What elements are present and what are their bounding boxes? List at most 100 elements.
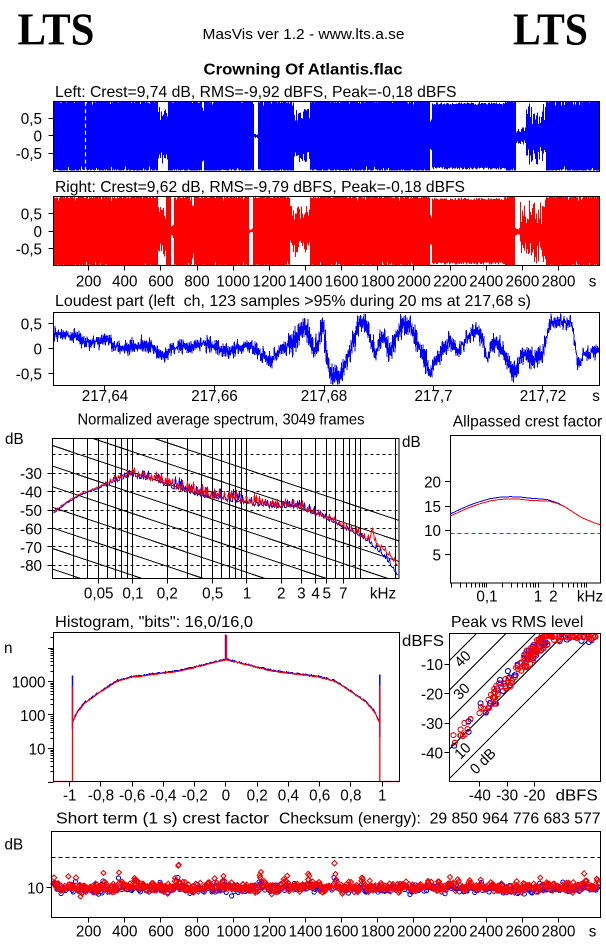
svg-text:2800: 2800 xyxy=(542,924,576,941)
svg-text:800: 800 xyxy=(184,924,209,941)
svg-text:1000: 1000 xyxy=(12,674,46,691)
svg-text:2: 2 xyxy=(549,589,558,606)
svg-text:100: 100 xyxy=(20,708,45,725)
svg-text:-0,4: -0,4 xyxy=(150,788,176,805)
svg-text:1: 1 xyxy=(534,589,543,606)
svg-text:217,64: 217,64 xyxy=(82,388,129,405)
svg-text:-40: -40 xyxy=(421,746,443,763)
svg-text:-1: -1 xyxy=(63,788,77,805)
svg-text:200: 200 xyxy=(76,273,101,290)
svg-text:0,6: 0,6 xyxy=(309,788,330,805)
svg-text:0,2: 0,2 xyxy=(247,788,268,805)
svg-text:-70: -70 xyxy=(20,540,42,557)
svg-text:2000: 2000 xyxy=(397,924,431,941)
svg-text:Left: Crest=9,74 dB, RMS=-9,92: Left: Crest=9,74 dB, RMS=-9,92 dBFS, Pea… xyxy=(55,84,457,101)
svg-text:-20: -20 xyxy=(421,687,443,704)
svg-text:1000: 1000 xyxy=(216,924,250,941)
svg-text:400: 400 xyxy=(112,273,137,290)
svg-text:217,7: 217,7 xyxy=(414,388,452,405)
svg-text:0,5: 0,5 xyxy=(202,586,223,603)
svg-text:200: 200 xyxy=(76,924,101,941)
svg-text:s: s xyxy=(589,273,597,290)
svg-text:-40: -40 xyxy=(20,485,42,502)
svg-text:2200: 2200 xyxy=(433,273,467,290)
svg-text:n: n xyxy=(4,640,13,657)
svg-text:s: s xyxy=(589,924,597,941)
svg-text:Normalized average spectrum, 3: Normalized average spectrum, 3049 frames xyxy=(78,412,365,429)
svg-text:7: 7 xyxy=(339,586,348,603)
svg-text:0,5: 0,5 xyxy=(21,207,42,224)
svg-text:400: 400 xyxy=(112,924,137,941)
svg-text:-0,5: -0,5 xyxy=(16,241,42,258)
svg-text:600: 600 xyxy=(148,273,173,290)
svg-text:kHz: kHz xyxy=(577,589,603,606)
svg-text:10: 10 xyxy=(27,880,44,897)
svg-text:2800: 2800 xyxy=(542,273,576,290)
svg-text:2600: 2600 xyxy=(506,924,540,941)
svg-text:2000: 2000 xyxy=(397,273,431,290)
svg-text:0,05: 0,05 xyxy=(84,586,114,603)
svg-text:0,8: 0,8 xyxy=(340,788,361,805)
svg-text:-30: -30 xyxy=(496,788,518,805)
svg-text:1200: 1200 xyxy=(253,924,287,941)
svg-text:1200: 1200 xyxy=(253,273,287,290)
svg-text:0: 0 xyxy=(34,224,43,241)
svg-text:1800: 1800 xyxy=(361,273,395,290)
svg-text:217,66: 217,66 xyxy=(191,388,238,405)
svg-text:MasVis ver 1.2 - www.lts.a.se: MasVis ver 1.2 - www.lts.a.se xyxy=(203,26,405,43)
svg-text:2600: 2600 xyxy=(506,273,540,290)
svg-text:1600: 1600 xyxy=(325,273,359,290)
svg-text:-0,8: -0,8 xyxy=(88,788,114,805)
svg-text:-0,2: -0,2 xyxy=(182,788,208,805)
svg-text:217,68: 217,68 xyxy=(301,388,348,405)
svg-text:kHz: kHz xyxy=(370,586,396,603)
svg-text:1600: 1600 xyxy=(325,924,359,941)
svg-text:10: 10 xyxy=(424,523,441,540)
svg-text:-40: -40 xyxy=(469,788,491,805)
svg-text:0,1: 0,1 xyxy=(122,586,143,603)
svg-text:1800: 1800 xyxy=(361,924,395,941)
svg-text:1: 1 xyxy=(243,586,252,603)
svg-text:dB: dB xyxy=(402,434,421,451)
svg-text:1: 1 xyxy=(378,788,387,805)
svg-text:dB: dB xyxy=(5,837,24,854)
svg-text:0,5: 0,5 xyxy=(21,316,42,333)
svg-text:s: s xyxy=(592,388,600,405)
svg-text:0,4: 0,4 xyxy=(278,788,299,805)
svg-text:LTS: LTS xyxy=(18,5,95,55)
svg-text:0,2: 0,2 xyxy=(157,586,178,603)
svg-text:LTS: LTS xyxy=(513,5,588,55)
svg-text:0: 0 xyxy=(34,129,43,146)
svg-text:2400: 2400 xyxy=(469,924,503,941)
svg-text:600: 600 xyxy=(148,924,173,941)
svg-text:Checksum (energy): 29 850 964: Checksum (energy): 29 850 964 776 683 57… xyxy=(279,811,601,828)
svg-text:0: 0 xyxy=(222,788,231,805)
svg-text:-0,6: -0,6 xyxy=(119,788,145,805)
svg-text:20: 20 xyxy=(424,474,441,491)
svg-text:2200: 2200 xyxy=(433,924,467,941)
svg-text:217,72: 217,72 xyxy=(520,388,567,405)
svg-text:1000: 1000 xyxy=(216,273,250,290)
svg-text:Crowning Of Atlantis.flac: Crowning Of Atlantis.flac xyxy=(204,62,403,79)
svg-text:-30: -30 xyxy=(421,716,443,733)
svg-text:15: 15 xyxy=(424,499,441,516)
svg-text:10: 10 xyxy=(29,741,46,758)
svg-text:dBFS: dBFS xyxy=(556,788,598,805)
svg-text:Allpassed crest factor: Allpassed crest factor xyxy=(453,414,603,431)
svg-text:-60: -60 xyxy=(20,521,42,538)
svg-text:0,5: 0,5 xyxy=(21,111,42,128)
svg-text:4: 4 xyxy=(311,586,320,603)
svg-text:5: 5 xyxy=(433,548,442,565)
svg-text:-80: -80 xyxy=(20,558,42,575)
svg-text:-20: -20 xyxy=(523,788,545,805)
svg-text:-10: -10 xyxy=(421,657,443,674)
svg-text:dB: dB xyxy=(5,431,24,448)
svg-text:2400: 2400 xyxy=(469,273,503,290)
svg-text:1400: 1400 xyxy=(289,924,323,941)
svg-text:5: 5 xyxy=(322,586,331,603)
svg-text:Right: Crest=9,62 dB, RMS=-9,7: Right: Crest=9,62 dB, RMS=-9,79 dBFS, Pe… xyxy=(55,179,465,196)
svg-text:0: 0 xyxy=(34,341,43,358)
svg-text:Peak vs RMS level: Peak vs RMS level xyxy=(451,614,584,631)
svg-text:-30: -30 xyxy=(20,466,42,483)
svg-text:0,1: 0,1 xyxy=(476,589,497,606)
